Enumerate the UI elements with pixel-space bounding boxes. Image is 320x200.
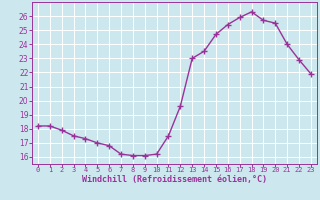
X-axis label: Windchill (Refroidissement éolien,°C): Windchill (Refroidissement éolien,°C) bbox=[82, 175, 267, 184]
